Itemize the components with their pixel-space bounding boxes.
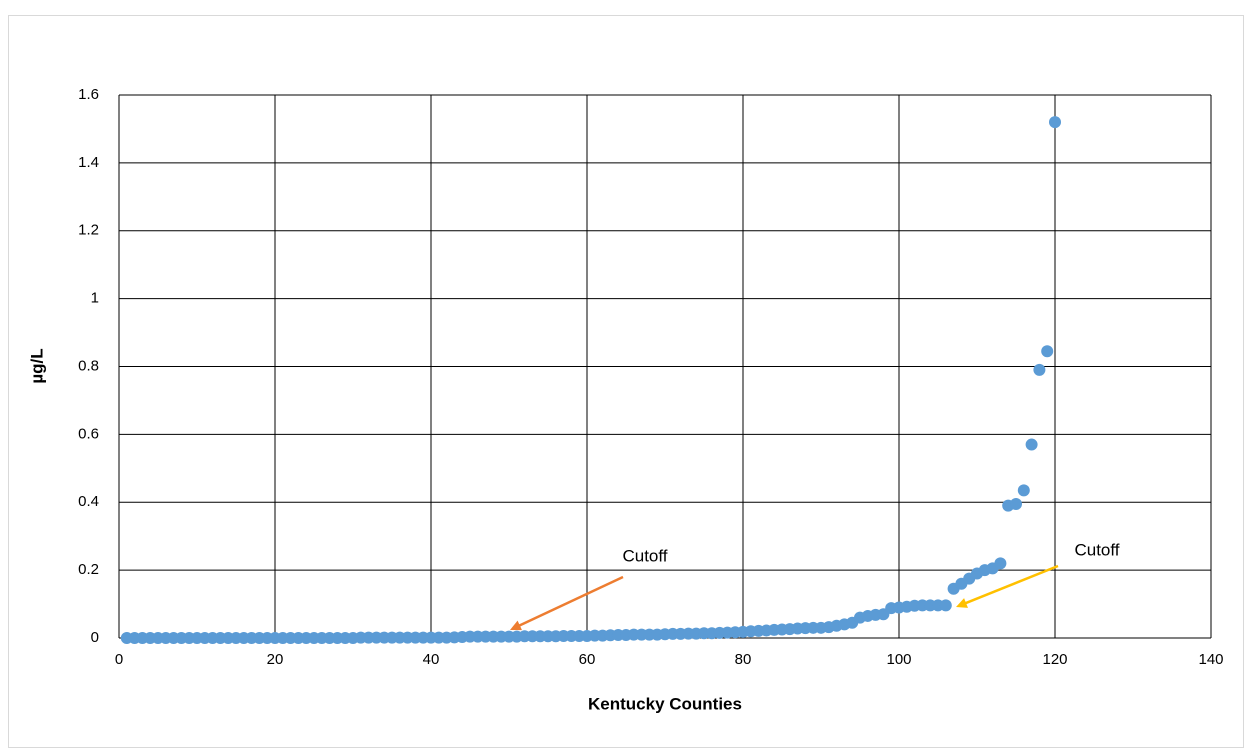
y-tick-label: 1.6 bbox=[78, 86, 99, 103]
point bbox=[939, 599, 952, 612]
x-tick-label: 20 bbox=[267, 651, 284, 668]
point bbox=[1025, 438, 1038, 451]
x-tick-label: 80 bbox=[735, 651, 752, 668]
y-axis-title: µg/L bbox=[27, 348, 46, 383]
point bbox=[1010, 497, 1022, 510]
annotation-arrow bbox=[964, 564, 1059, 605]
chart-frame bbox=[8, 15, 1244, 748]
point bbox=[994, 557, 1007, 570]
annotation-arrowhead bbox=[510, 620, 522, 631]
y-tick-label: 0.4 bbox=[78, 493, 99, 510]
y-tick-label: 1.2 bbox=[78, 222, 99, 239]
y-tick-label: 0.8 bbox=[78, 357, 99, 374]
y-tick-label: 0 bbox=[91, 629, 99, 646]
x-tick-label: 0 bbox=[115, 651, 123, 668]
point bbox=[1033, 363, 1046, 376]
y-tick-label: 0.6 bbox=[78, 425, 99, 442]
y-tick-label: 0.2 bbox=[78, 561, 99, 578]
point bbox=[1041, 345, 1054, 358]
annotation-arrow bbox=[518, 575, 624, 628]
point bbox=[1049, 116, 1061, 129]
x-tick-label: 120 bbox=[1042, 651, 1067, 668]
x-tick-label: 60 bbox=[579, 651, 596, 668]
y-tick-label: 1 bbox=[91, 290, 99, 307]
y-tick-label: 1.4 bbox=[78, 154, 99, 171]
point bbox=[1017, 484, 1030, 497]
annotation: Cutoff bbox=[1074, 540, 1119, 559]
x-tick-label: 40 bbox=[423, 651, 440, 668]
x-tick-label: 100 bbox=[886, 651, 911, 668]
x-tick-label: 140 bbox=[1198, 651, 1223, 668]
x-axis-title: Kentucky Counties bbox=[588, 694, 742, 713]
annotation-arrowhead bbox=[956, 598, 968, 608]
annotation: Cutoff bbox=[622, 546, 667, 565]
